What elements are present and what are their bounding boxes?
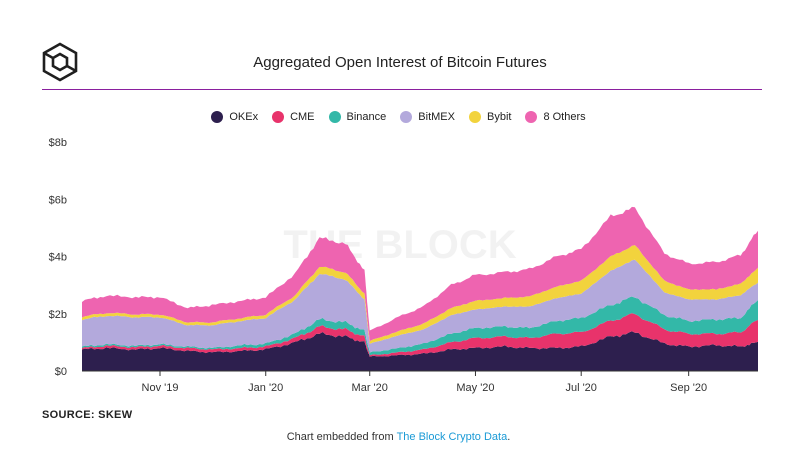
area-series-bybit [82, 245, 758, 344]
embed-note: Chart embedded from The Block Crypto Dat… [0, 431, 797, 443]
legend-swatch [328, 111, 341, 123]
legend-label: Bybit [486, 111, 512, 123]
y-tick-label: $6b [49, 194, 67, 206]
embed-suffix: . [507, 431, 511, 443]
x-tick-label: Nov '19 [142, 382, 179, 394]
area-series-8-others [82, 206, 758, 342]
the-block-logo-icon [42, 42, 78, 82]
legend-item-cme[interactable]: CME [272, 111, 315, 123]
legend-item-binance[interactable]: Binance [328, 111, 387, 123]
y-tick-label: $8b [49, 137, 67, 149]
legend-item-8-others[interactable]: 8 Others [525, 111, 586, 123]
title-divider [42, 89, 762, 90]
x-tick-label: Sep '20 [670, 382, 707, 394]
embed-prefix: Chart embedded from [286, 431, 397, 443]
x-tick-label: May '20 [456, 382, 494, 394]
source-note: SOURCE: SKEW [42, 409, 133, 421]
x-tick-label: Mar '20 [352, 382, 388, 394]
y-tick-label: $4b [49, 252, 67, 264]
legend-item-okex[interactable]: OKEx [211, 111, 258, 123]
x-tick-label: Jan '20 [248, 382, 283, 394]
chart-legend: OKEx CME Binance BitMEX Bybit 8 Others [0, 111, 797, 123]
legend-swatch [272, 111, 285, 123]
legend-label: Binance [346, 111, 387, 123]
legend-swatch [525, 111, 538, 123]
y-tick-label: $2b [49, 309, 67, 321]
legend-swatch [400, 111, 413, 123]
legend-label: 8 Others [543, 111, 586, 123]
x-tick-label: Jul '20 [565, 382, 596, 394]
area-series-okex [82, 331, 758, 371]
legend-item-bitmex[interactable]: BitMEX [400, 111, 455, 123]
y-tick-label: $0 [55, 366, 67, 378]
area-series-bitmex [82, 259, 758, 353]
legend-swatch [211, 111, 224, 123]
legend-label: BitMEX [418, 111, 455, 123]
legend-item-bybit[interactable]: Bybit [468, 111, 512, 123]
legend-label: CME [290, 111, 315, 123]
embed-link[interactable]: The Block Crypto Data [396, 431, 508, 443]
chart-title: Aggregated Open Interest of Bitcoin Futu… [253, 54, 547, 71]
legend-swatch [468, 111, 481, 123]
legend-label: OKEx [229, 111, 259, 123]
